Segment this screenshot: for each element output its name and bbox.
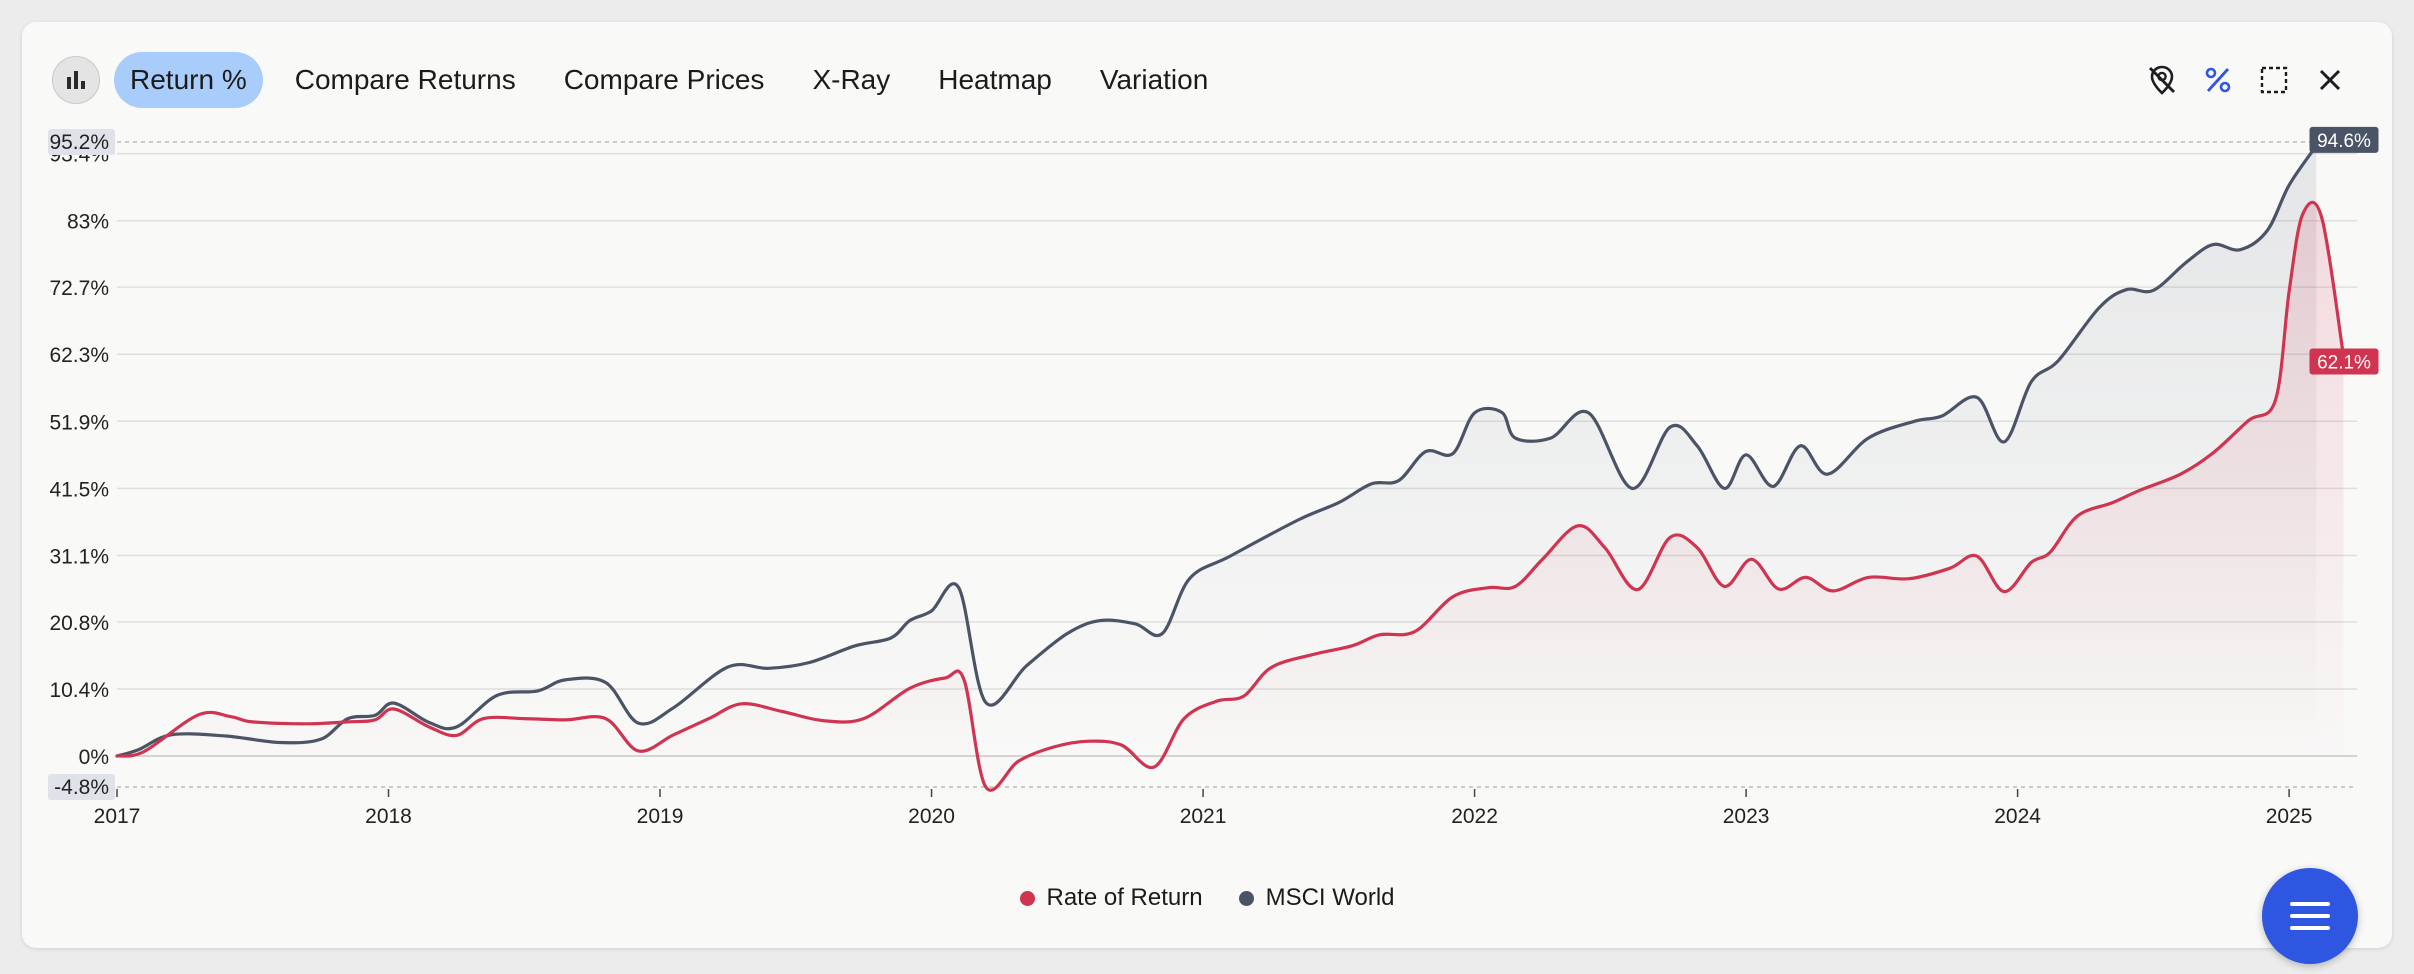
y-tick-label: 41.5%: [49, 478, 109, 501]
expand-icon[interactable]: [2254, 60, 2294, 100]
legend-label: Rate of Return: [1046, 884, 1203, 911]
legend-item-rate-of-return[interactable]: Rate of Return: [1019, 884, 1203, 912]
x-tick-label: 2025: [2266, 805, 2313, 828]
legend-dot-icon: [1019, 890, 1035, 906]
value-badge-bg: [2309, 348, 2379, 375]
y-tick-label: 72.7%: [49, 277, 109, 300]
bar-chart-icon[interactable]: [52, 56, 100, 104]
y-tick-label: 51.9%: [49, 411, 109, 434]
axis-badge-bg: [48, 774, 115, 800]
y-tick-label: 20.8%: [49, 612, 109, 635]
tab-return-percent[interactable]: Return %: [114, 52, 263, 108]
msci-end-label: 94.6%: [2309, 126, 2379, 153]
tab-variation[interactable]: Variation: [1099, 64, 1209, 95]
tab-heatmap[interactable]: Heatmap: [938, 64, 1052, 95]
hamburger-menu-icon: [2290, 902, 2330, 930]
y-tick-label: 0%: [79, 746, 109, 769]
y-min-badge: -4.8%: [48, 774, 115, 800]
value-badge-text: 94.6%: [2317, 131, 2371, 152]
x-tick-label: 2021: [1180, 805, 1227, 828]
x-tick-label: 2020: [908, 805, 955, 828]
series-line: [115, 144, 2318, 758]
chart-toolbar: Return % Compare Returns Compare Prices …: [52, 52, 1240, 108]
y-tick-label: 83%: [67, 211, 109, 234]
series-line: [115, 200, 2345, 792]
series-area: [117, 202, 2344, 791]
y-tick-label: 10.4%: [49, 679, 109, 702]
tab-compare-returns[interactable]: Compare Returns: [294, 64, 516, 95]
legend-item-msci-world[interactable]: MSCI World: [1238, 884, 1395, 912]
chart-tools: [2126, 60, 2350, 100]
tab-x-ray[interactable]: X-Ray: [812, 64, 891, 95]
legend-dot-icon: [1238, 890, 1254, 906]
legend-label: MSCI World: [1265, 884, 1395, 911]
x-tick-label: 2018: [365, 805, 412, 828]
menu-button[interactable]: [2262, 868, 2358, 964]
axis-badge-bg: [48, 129, 115, 155]
x-tick-label: 2023: [1723, 805, 1770, 828]
x-tick-label: 2022: [1451, 805, 1498, 828]
percent-icon[interactable]: [2198, 60, 2238, 100]
value-badge-bg: [2309, 126, 2379, 153]
close-icon[interactable]: [2310, 60, 2350, 100]
axis-badge-text: 95.2%: [49, 131, 109, 154]
axis-badge-text: -4.8%: [54, 776, 109, 799]
y-max-badge: 95.2%: [48, 129, 115, 155]
y-tick-label: 62.3%: [49, 344, 109, 367]
ror-end-label: 62.1%: [2309, 348, 2379, 375]
x-tick-label: 2017: [94, 805, 141, 828]
location-off-icon[interactable]: [2142, 60, 2182, 100]
chart-legend: Rate of Return MSCI World: [22, 884, 2392, 912]
tab-compare-prices[interactable]: Compare Prices: [563, 64, 765, 95]
chart-card: 0% 10.4% 20.8% 31.1% 41.5% 51.9% 62.3% 72.7% 83%…: [22, 22, 2392, 948]
x-tick-label: 2019: [637, 805, 684, 828]
x-tick-label: 2024: [1994, 805, 2041, 828]
value-badge-text: 62.1%: [2317, 352, 2371, 373]
return-chart[interactable]: 0% 10.4% 20.8% 31.1% 41.5% 51.9% 62.3% 72.7% 83%…: [22, 22, 2392, 948]
y-tick-label: 31.1%: [49, 545, 109, 568]
